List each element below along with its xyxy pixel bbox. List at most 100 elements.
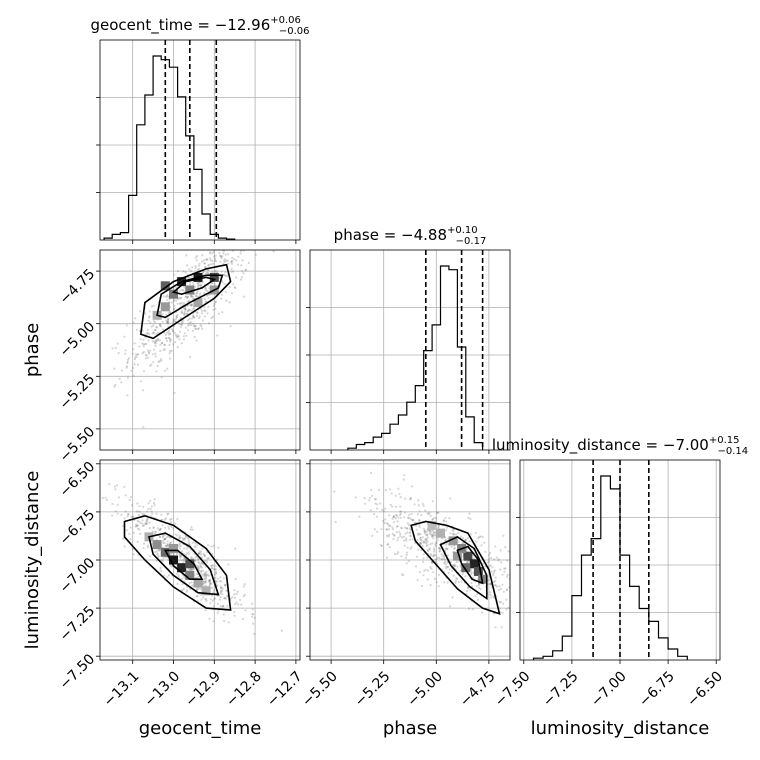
scatter-point (158, 529, 161, 532)
scatter-point (438, 547, 441, 550)
scatter-point (464, 539, 467, 542)
scatter-point (197, 552, 200, 555)
marks-0-0 (103, 40, 236, 240)
scatter-point (194, 556, 197, 559)
scatter-point (219, 591, 223, 594)
scatter-point (166, 542, 169, 545)
density-cell (473, 567, 483, 576)
scatter-point (368, 496, 372, 499)
scatter-point (444, 563, 447, 566)
scatter-point (178, 559, 181, 562)
scatter-point (476, 598, 479, 602)
scatter-point (477, 537, 480, 540)
scatter-point (412, 518, 415, 522)
scatter-point (188, 551, 191, 554)
density-cell (469, 559, 479, 569)
scatter-point (212, 308, 215, 311)
scatter-point (177, 545, 180, 548)
marks-1-1 (347, 250, 484, 450)
scatter-point (370, 471, 373, 475)
scatter-point (500, 561, 503, 564)
scatter-point (117, 351, 120, 355)
scatter-point (162, 535, 165, 538)
scatter-point (166, 544, 169, 547)
scatter-point (194, 559, 197, 562)
scatter-point (230, 259, 233, 263)
scatter-point (196, 595, 199, 598)
x-axis-label-phase: phase (383, 718, 437, 739)
scatter-point (177, 574, 180, 577)
scatter-point (374, 502, 377, 505)
scatter-point (189, 304, 193, 307)
scatter-point (272, 250, 275, 253)
scatter-point (166, 321, 169, 324)
scatter-point (432, 553, 436, 556)
panel-frame-1-0 (99, 249, 301, 451)
scatter-point (148, 351, 151, 354)
scatter-point (179, 302, 182, 305)
scatter-point (544, 599, 546, 601)
scatter-point (526, 608, 528, 610)
scatter-point (418, 541, 421, 544)
scatter-point (475, 540, 478, 543)
grid-2-0 (100, 460, 300, 660)
scatter-point (405, 551, 409, 554)
scatter-point (161, 524, 164, 527)
scatter-point (122, 537, 125, 540)
scatter-point (505, 598, 508, 601)
title-plus: +0.06 (270, 15, 301, 26)
scatter-point (423, 530, 426, 533)
scatter-point (186, 300, 189, 303)
scatter-point (203, 555, 206, 558)
scatter-point (174, 522, 177, 525)
scatter-point (243, 593, 246, 596)
scatter-point (407, 524, 410, 527)
scatter-point (209, 582, 212, 585)
scatter-point (125, 365, 129, 368)
scatter-point (172, 329, 175, 332)
scatter-point (175, 316, 178, 319)
scatter-point (464, 539, 467, 542)
scatter-point (391, 528, 395, 531)
scatter-point (226, 274, 229, 277)
scatter-point (175, 553, 178, 556)
scatter-point (394, 505, 398, 508)
scatter-point (196, 565, 200, 568)
scatter-point (189, 283, 192, 286)
scatter-point (456, 565, 459, 568)
scatter-point (132, 366, 135, 369)
scatter-point (411, 538, 414, 541)
scatter-point (199, 587, 202, 590)
scatter-point (160, 342, 163, 345)
scatter-point (213, 283, 216, 286)
scatter-point (426, 533, 429, 536)
scatter-point (148, 333, 151, 336)
scatter-point (432, 531, 435, 534)
scatter-point (451, 532, 455, 536)
scatter-point (426, 536, 429, 539)
scatter-point (172, 319, 175, 322)
scatter-point (219, 585, 222, 588)
scatter-point (188, 582, 191, 585)
scatter-point (489, 582, 492, 585)
scatter-point (494, 626, 497, 629)
scatter-point (209, 602, 212, 605)
scatter-point (111, 347, 114, 350)
scatter-point (206, 557, 209, 560)
scatter-point (258, 237, 260, 239)
scatter-point (163, 518, 166, 521)
scatter-point (398, 492, 401, 496)
scatter-point (214, 568, 217, 571)
scatter-point (175, 316, 178, 319)
scatter-point (453, 565, 456, 568)
scatter-point (167, 525, 170, 528)
scatter-point (123, 335, 126, 338)
scatter-point (473, 557, 476, 560)
scatter-point (201, 327, 204, 330)
scatter-point (113, 485, 117, 488)
scatter-point (160, 341, 164, 345)
scatter-point (211, 262, 215, 265)
scatter-point (431, 518, 435, 521)
scatter-point (144, 522, 148, 526)
scatter-point (203, 262, 206, 265)
